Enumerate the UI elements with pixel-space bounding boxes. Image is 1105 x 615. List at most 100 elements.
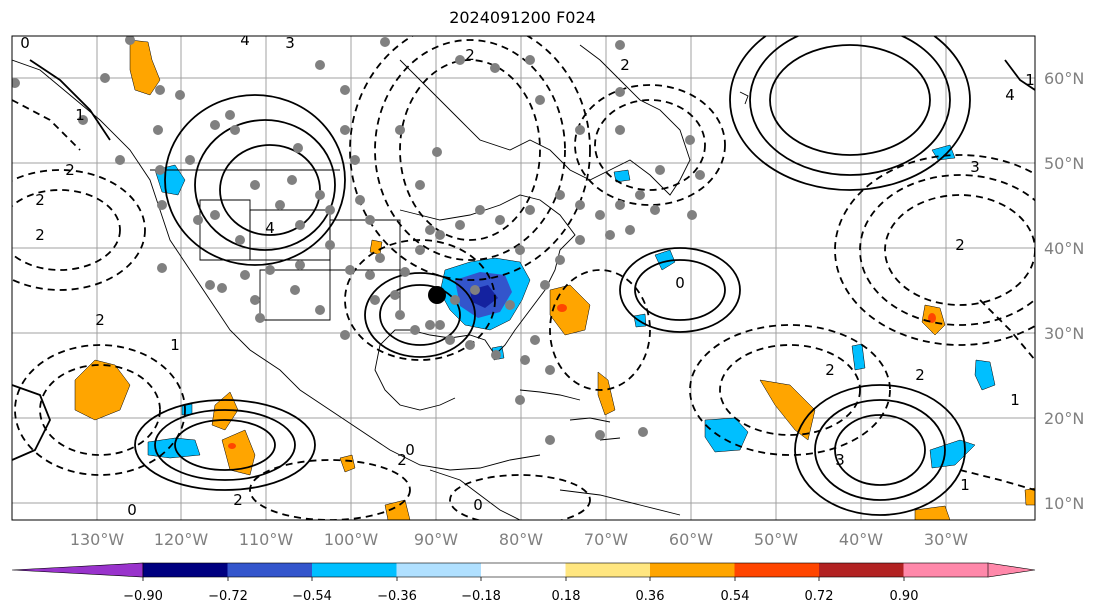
contour-label: 2 — [620, 56, 630, 74]
longitude-label: 30°W — [924, 530, 968, 549]
station-marker — [125, 36, 135, 45]
contour-label: 0 — [20, 34, 30, 52]
colorbar-bin — [312, 563, 397, 577]
strong-positive-core — [228, 443, 236, 449]
station-marker — [250, 180, 260, 190]
station-marker — [615, 125, 625, 135]
colorbar: −0.90 −0.72 −0.54 −0.36 −0.18 0.18 0.36 0.54 0.7… — [11, 562, 1036, 604]
contour-label: 2 — [233, 491, 243, 509]
station-marker — [450, 295, 460, 305]
latitude-label: 10°N — [1044, 494, 1084, 513]
station-marker — [520, 355, 530, 365]
colorbar-bin — [903, 563, 989, 577]
colorbar-tick-label: 0.36 — [636, 589, 665, 604]
contour-label: 4 — [265, 219, 275, 237]
station-marker — [193, 215, 203, 225]
station-markers — [12, 36, 705, 445]
colorbar-bin — [565, 563, 651, 577]
colorbar-tick-label: 0.90 — [890, 589, 919, 604]
contour-label: 2 — [955, 236, 965, 254]
station-marker — [210, 120, 220, 130]
latitude-labels: 60°N 50°N 40°N 30°N 20°N 10°N — [1044, 69, 1084, 513]
station-marker — [455, 55, 465, 65]
station-marker — [530, 335, 540, 345]
positive-anomaly-patch — [597, 371, 616, 416]
station-marker — [615, 200, 625, 210]
station-marker — [445, 335, 455, 345]
latitude-label: 60°N — [1044, 69, 1084, 88]
station-marker — [490, 63, 500, 73]
positive-anomaly-patch — [129, 39, 161, 96]
station-marker — [400, 267, 410, 277]
contour-label: 4 — [1005, 86, 1015, 104]
station-marker — [325, 240, 335, 250]
colorbar-tick-label: −0.36 — [377, 589, 417, 604]
station-marker — [12, 78, 20, 88]
station-marker — [545, 435, 555, 445]
station-marker — [315, 305, 325, 315]
station-marker — [425, 320, 435, 330]
colorbar-bin — [227, 563, 313, 577]
station-marker — [250, 295, 260, 305]
station-marker — [395, 125, 405, 135]
station-marker — [350, 155, 360, 165]
station-marker — [255, 313, 265, 323]
positive-anomaly-patch — [914, 505, 951, 520]
station-marker — [205, 280, 215, 290]
station-marker — [265, 265, 275, 275]
station-marker — [525, 205, 535, 215]
positive-anomaly-patch — [74, 359, 131, 421]
coastlines — [12, 44, 749, 520]
station-marker — [415, 180, 425, 190]
station-marker — [365, 215, 375, 225]
strong-positive-core — [928, 313, 936, 323]
latitude-label: 40°N — [1044, 239, 1084, 258]
colorbar-outline — [142, 562, 989, 578]
station-marker — [157, 263, 167, 273]
contour-label: 1 — [75, 106, 85, 124]
station-marker — [687, 210, 697, 220]
station-marker — [432, 147, 442, 157]
station-marker — [115, 155, 125, 165]
station-marker — [685, 135, 695, 145]
station-marker — [340, 125, 350, 135]
station-marker — [100, 73, 110, 83]
station-marker — [555, 255, 565, 265]
station-marker — [340, 85, 350, 95]
colorbar-bin — [734, 563, 820, 577]
station-marker — [650, 205, 660, 215]
colorbar-under-triangle — [11, 562, 144, 578]
contour-label: 1 — [170, 336, 180, 354]
station-marker — [655, 165, 665, 175]
map-title: 2024091200 F024 — [449, 8, 596, 27]
station-marker — [470, 285, 480, 295]
station-marker — [230, 125, 240, 135]
colorbar-bin — [481, 563, 566, 577]
strong-positive-core — [557, 304, 567, 312]
station-marker — [157, 200, 167, 210]
contour-label: 0 — [127, 501, 137, 519]
station-marker — [315, 190, 325, 200]
contour-label: 2 — [35, 191, 45, 209]
station-marker — [615, 40, 625, 50]
longitude-label: 70°W — [584, 530, 628, 549]
longitude-label: 120°W — [154, 530, 209, 549]
colorbar-tick-label: −0.72 — [208, 589, 248, 604]
station-marker — [395, 310, 405, 320]
station-marker — [595, 210, 605, 220]
latitude-label: 50°N — [1044, 154, 1084, 173]
longitude-label: 80°W — [499, 530, 543, 549]
station-marker — [315, 60, 325, 70]
station-marker — [505, 300, 515, 310]
plot-frame — [11, 35, 1036, 521]
latitude-label: 20°N — [1044, 409, 1084, 428]
colorbar-tick-label: −0.90 — [123, 589, 163, 604]
station-marker — [287, 175, 297, 185]
station-marker — [695, 170, 705, 180]
station-marker — [365, 270, 375, 280]
station-marker — [295, 220, 305, 230]
station-marker — [380, 37, 390, 47]
station-marker — [475, 205, 485, 215]
station-marker — [185, 155, 195, 165]
contour-label: 4 — [240, 31, 250, 49]
